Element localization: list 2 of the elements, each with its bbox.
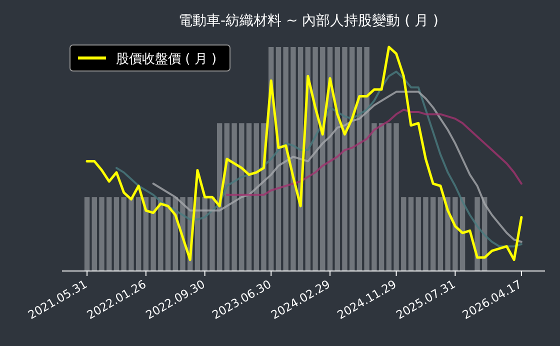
legend-label: 股價收盤價 ( 月 ) (116, 52, 217, 67)
chart-title: 電動車-紡織材料 ~ 內部人持股變動 ( 月 ) (178, 13, 438, 29)
